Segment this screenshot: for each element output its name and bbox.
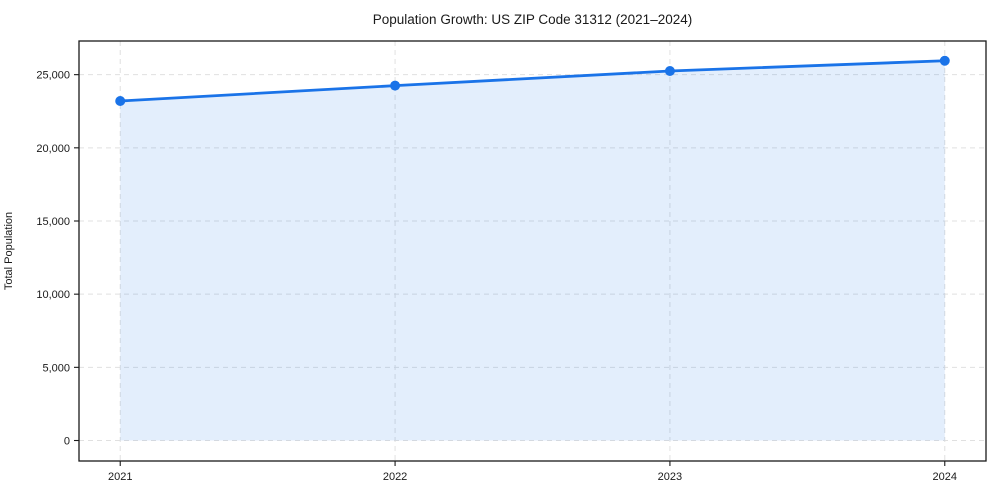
x-tick-label: 2021 [108,471,132,483]
plot-frame [78,40,987,462]
y-tick-label: 25,000 [36,70,70,82]
x-tick-label: 2023 [658,471,682,483]
data-point [939,55,950,66]
area-fill [120,60,945,441]
data-point [664,66,675,76]
x-tick-label: 2024 [933,471,957,483]
y-tick-label: 10,000 [36,289,70,301]
data-point [115,96,126,106]
data-line [118,59,947,103]
x-tick-label: 2022 [383,471,407,483]
chart-title: Population Growth: US ZIP Code 31312 (20… [372,12,693,27]
y-tick-label: 15,000 [36,216,70,228]
y-tick-label: 20,000 [36,143,70,155]
data-point [390,80,401,91]
y-tick-label: 5,000 [42,362,70,374]
y-tick-label: 0 [64,436,70,448]
